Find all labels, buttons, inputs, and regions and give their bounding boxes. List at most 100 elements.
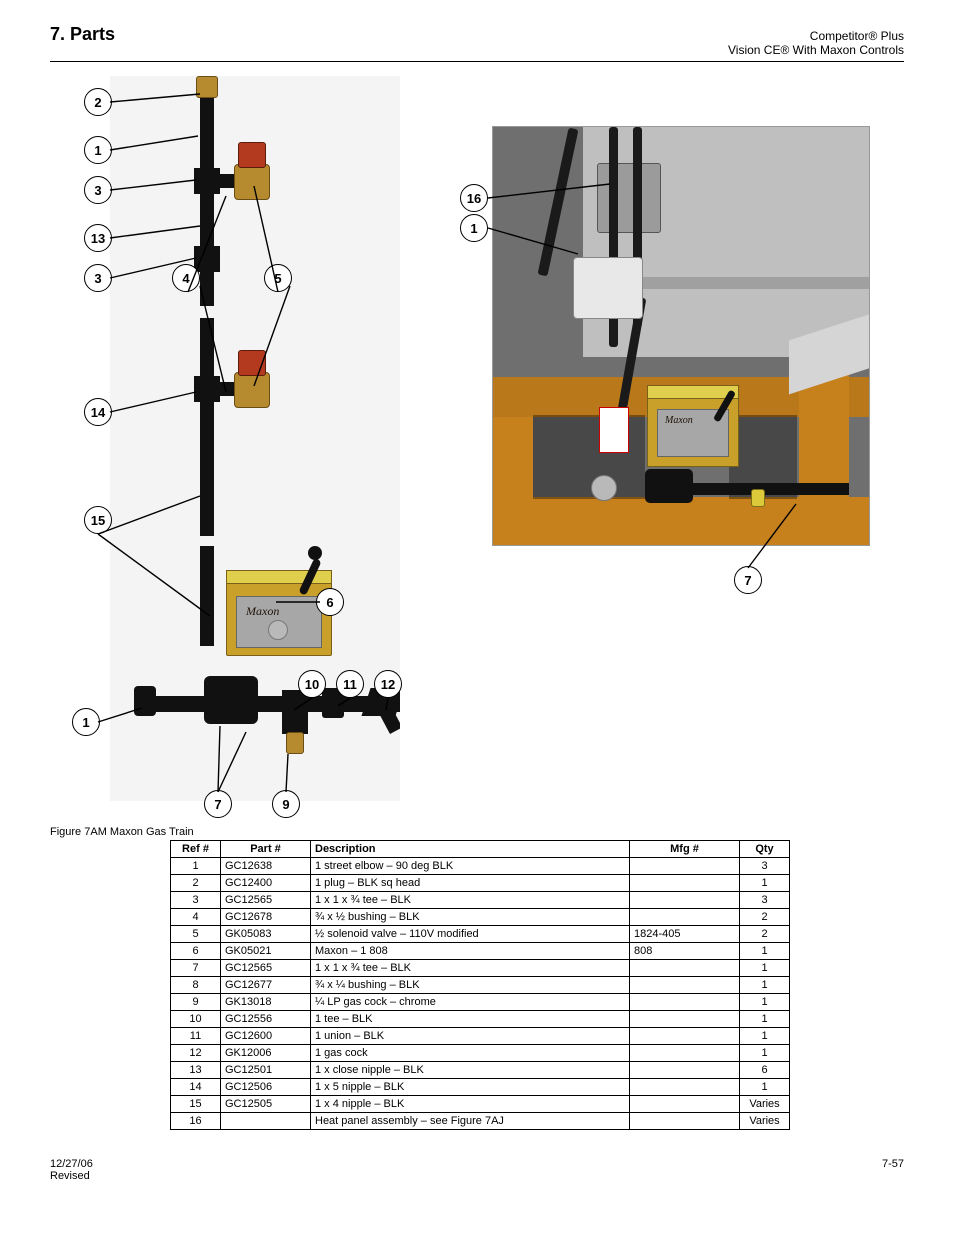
header-rule [50, 61, 904, 62]
callout-14-label: 14 [91, 405, 105, 420]
cell-part: GC12556 [221, 1011, 311, 1028]
cell-part: GC12678 [221, 909, 311, 926]
callout-12: 12 [374, 670, 402, 698]
tee-2 [194, 246, 220, 272]
col-mfg: Mfg # [630, 841, 740, 858]
cell-mfg [630, 1096, 740, 1113]
figures-area: Maxon 2 1 3 13 3 4 5 14 15 [50, 76, 904, 836]
callout-1a-label: 1 [94, 143, 101, 158]
cell-desc: ¾ x ½ bushing – BLK [311, 909, 630, 926]
cell-desc: 1 union – BLK [311, 1028, 630, 1045]
cell-part: GC12506 [221, 1079, 311, 1096]
callout-6-label: 6 [326, 595, 333, 610]
cell-qty: 1 [740, 875, 790, 892]
page-footer: 12/27/06 Revised 7-57 [50, 1158, 904, 1182]
installed-reg [645, 469, 693, 503]
cell-mfg [630, 977, 740, 994]
maxon-handle-knob [308, 546, 322, 560]
parts-table-body: 1GC126381 street elbow – 90 deg BLK32GC1… [171, 858, 790, 1130]
cell-desc: ¾ x ¼ bushing – BLK [311, 977, 630, 994]
callout-10: 10 [298, 670, 326, 698]
cell-part: GC12400 [221, 875, 311, 892]
gas-cock-small [286, 732, 304, 754]
installed-maxon-logo: Maxon [665, 415, 693, 426]
cell-ref: 12 [171, 1045, 221, 1062]
cell-desc: 1 gas cock [311, 1045, 630, 1062]
callout-7-label: 7 [214, 797, 221, 812]
col-desc: Description [311, 841, 630, 858]
callout-12-label: 12 [381, 677, 395, 692]
cell-qty: 2 [740, 926, 790, 943]
cell-mfg [630, 875, 740, 892]
cell-qty: Varies [740, 1096, 790, 1113]
cable-1 [538, 128, 579, 277]
callout-5: 5 [264, 264, 292, 292]
cell-desc: 1 tee – BLK [311, 1011, 630, 1028]
table-row: 1GC126381 street elbow – 90 deg BLK3 [171, 858, 790, 875]
cell-part: GC12600 [221, 1028, 311, 1045]
cell-ref: 3 [171, 892, 221, 909]
installed-yellow-cap [751, 489, 765, 507]
cell-mfg [630, 994, 740, 1011]
cell-mfg [630, 1011, 740, 1028]
frame-vert-right [799, 371, 849, 546]
cell-mfg [630, 1045, 740, 1062]
callout-10-label: 10 [305, 677, 319, 692]
footer-revised: Revised [50, 1170, 93, 1182]
cell-part: GC12501 [221, 1062, 311, 1079]
callout-15-label: 15 [91, 513, 105, 528]
cell-mfg [630, 858, 740, 875]
cell-desc: Maxon – 1 808 [311, 943, 630, 960]
cell-part: GK12006 [221, 1045, 311, 1062]
solenoid-2-base [234, 372, 270, 408]
callout-16-label: 16 [467, 191, 481, 206]
callout-3b: 3 [84, 264, 112, 292]
section-title: 7. Parts [50, 24, 115, 45]
cell-mfg: 808 [630, 943, 740, 960]
cell-ref: 1 [171, 858, 221, 875]
cell-part: GK13018 [221, 994, 311, 1011]
pipe-break-2 [194, 536, 220, 546]
product-line-1: Competitor® Plus [728, 29, 904, 43]
cell-ref: 16 [171, 1113, 221, 1130]
cell-mfg [630, 909, 740, 926]
table-row: 14GC125061 x 5 nipple – BLK1 [171, 1079, 790, 1096]
cell-qty: 6 [740, 1062, 790, 1079]
cell-mfg [630, 892, 740, 909]
duct-panel-upper [583, 127, 870, 357]
callout-1b: 1 [72, 708, 100, 736]
cell-ref: 8 [171, 977, 221, 994]
callout-3a: 3 [84, 176, 112, 204]
cell-part: GC12505 [221, 1096, 311, 1113]
table-row: 12GK120061 gas cock 1 [171, 1045, 790, 1062]
cell-ref: 7 [171, 960, 221, 977]
tee-bottom [282, 690, 308, 734]
table-row: 13GC125011 x close nipple – BLK6 [171, 1062, 790, 1079]
cell-qty: 1 [740, 1045, 790, 1062]
col-part: Part # [221, 841, 311, 858]
cell-qty: 3 [740, 858, 790, 875]
table-row: 11GC126001 union – BLK1 [171, 1028, 790, 1045]
fitting-reg [204, 676, 258, 724]
callout-1b-label: 1 [82, 715, 89, 730]
cell-ref: 4 [171, 909, 221, 926]
cell-desc: 1 x 5 nipple – BLK [311, 1079, 630, 1096]
cell-desc: Heat panel assembly – see Figure 7AJ [311, 1113, 630, 1130]
cell-ref: 5 [171, 926, 221, 943]
cell-ref: 14 [171, 1079, 221, 1096]
callout-13: 13 [84, 224, 112, 252]
cell-desc: 1 x 4 nipple – BLK [311, 1096, 630, 1113]
callout-11: 11 [336, 670, 364, 698]
cell-ref: 2 [171, 875, 221, 892]
solenoid-1-coil [238, 142, 266, 168]
cell-part: GC12565 [221, 892, 311, 909]
cell-desc: 1 plug – BLK sq head [311, 875, 630, 892]
product-line-2: Vision CE® With Maxon Controls [728, 43, 904, 57]
cell-qty: 1 [740, 977, 790, 994]
cell-desc: ½ solenoid valve – 110V modified [311, 926, 630, 943]
elbow-bottom-corner [134, 686, 156, 716]
cell-ref: 6 [171, 943, 221, 960]
col-ref: Ref # [171, 841, 221, 858]
junction-box [573, 257, 643, 319]
cell-part: GC12565 [221, 960, 311, 977]
